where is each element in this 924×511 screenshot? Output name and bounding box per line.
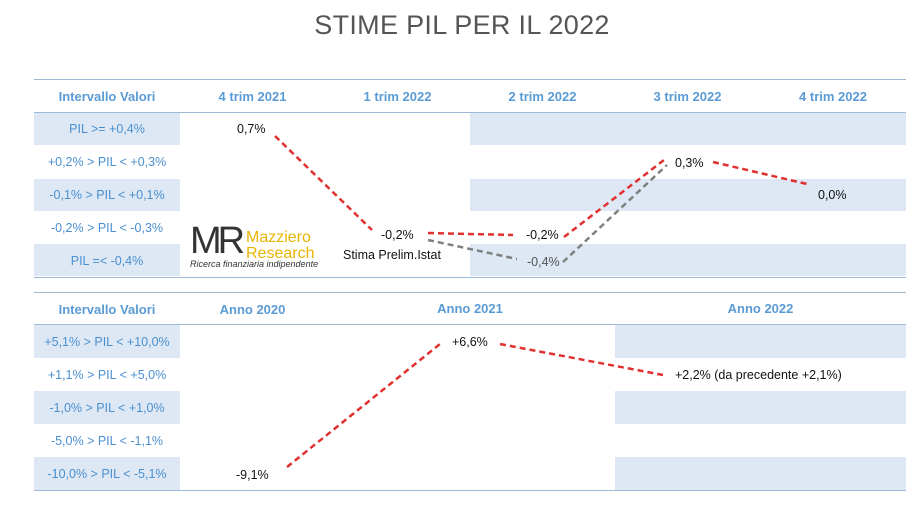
- row-label: -10,0% > PIL < -5,1%: [47, 467, 167, 481]
- trend-segment: [499, 342, 664, 377]
- row-label: PIL =< -0,4%: [70, 254, 144, 268]
- row-band: [470, 113, 906, 145]
- table-bottom-rule: [34, 490, 906, 491]
- row-label: -5,0% > PIL < -1,1%: [50, 434, 164, 448]
- table-bottom-rule: [34, 277, 906, 278]
- data-label: 0,3%: [675, 156, 704, 170]
- row-label: +5,1% > PIL < +10,0%: [44, 335, 170, 349]
- trend-segment: [562, 164, 668, 263]
- trend-segment: [563, 159, 665, 238]
- column-header: 1 trim 2022: [363, 89, 432, 104]
- data-label: +2,2% (da precedente +2,1%): [675, 368, 842, 382]
- table-header-rule: [34, 112, 906, 113]
- data-label: 0,7%: [237, 122, 266, 136]
- column-header: 3 trim 2022: [653, 89, 722, 104]
- row-band: [615, 325, 906, 358]
- column-header: Anno 2020: [219, 302, 286, 317]
- column-header: Anno 2021: [437, 301, 503, 316]
- data-label: -9,1%: [236, 468, 269, 482]
- data-label: -0,4%: [527, 255, 560, 269]
- trend-segment: [712, 160, 808, 186]
- trend-segment: [427, 238, 518, 261]
- table-header-rule: [34, 324, 906, 325]
- column-header: Intervallo Valori: [58, 89, 156, 104]
- trend-segment: [274, 135, 373, 231]
- table-top-rule: [34, 292, 906, 293]
- row-band: [34, 391, 180, 424]
- row-band: [615, 457, 906, 490]
- column-header: Anno 2022: [727, 301, 794, 316]
- column-header: Intervallo Valori: [58, 302, 156, 317]
- annotation: Stima Prelim.Istat: [343, 248, 441, 262]
- row-band: [34, 244, 180, 276]
- row-band: [470, 179, 906, 211]
- logo-tagline: Ricerca finanziaria indipendente: [190, 259, 319, 269]
- row-label: -0,1% > PIL < +0,1%: [49, 188, 165, 202]
- logo-initials: MR: [190, 220, 245, 262]
- row-band: [34, 179, 180, 211]
- row-band: [34, 457, 180, 490]
- row-label: +0,2% > PIL < +0,3%: [47, 155, 167, 169]
- row-band: [34, 325, 180, 358]
- trend-segment: [286, 343, 441, 468]
- row-label: +1,1% > PIL < +5,0%: [47, 368, 167, 382]
- column-header: 4 trim 2021: [218, 89, 287, 104]
- trend-segment: [427, 231, 514, 237]
- page-title: STIME PIL PER IL 2022: [314, 10, 610, 40]
- column-header: 4 trim 2022: [799, 89, 867, 104]
- data-label: -0,2%: [381, 228, 414, 242]
- row-band: [470, 244, 906, 276]
- data-label: -0,2%: [526, 228, 559, 242]
- row-label: -0,2% > PIL < -0,3%: [50, 221, 164, 235]
- column-header: 2 trim 2022: [508, 89, 577, 104]
- row-band: [615, 391, 906, 424]
- data-label: +6,6%: [452, 335, 488, 349]
- row-label: -1,0% > PIL < +1,0%: [49, 401, 165, 415]
- data-label: 0,0%: [818, 188, 847, 202]
- row-band: [34, 113, 180, 145]
- table-top-rule: [34, 79, 906, 80]
- row-label: PIL >= +0,4%: [69, 122, 145, 136]
- mazziero-research-logo: MR Mazziero Research Ricerca finanziaria…: [190, 220, 322, 270]
- logo-name-line1: Mazziero: [246, 229, 311, 246]
- logo-name-line2: Research: [246, 245, 315, 262]
